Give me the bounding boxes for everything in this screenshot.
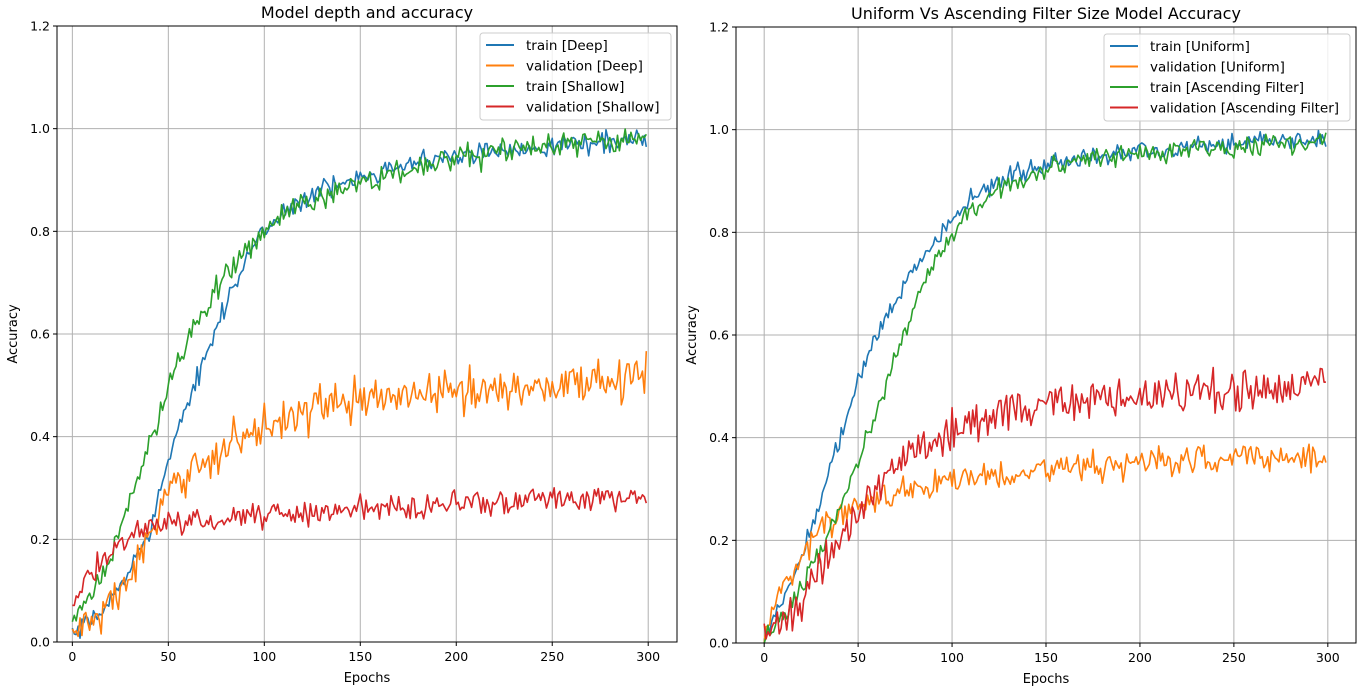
x-axis-label: Epochs: [1023, 672, 1070, 687]
legend-box: [1103, 33, 1351, 122]
y-tick-label: 0.6: [709, 328, 729, 343]
y-tick-label: 0.0: [30, 635, 50, 650]
series-line-1: [763, 129, 1327, 642]
series-line-3: [71, 128, 647, 623]
legend-label: train [Shallow]: [526, 79, 624, 95]
x-tick-label: 300: [636, 649, 660, 664]
y-tick-label: 0.2: [30, 532, 50, 547]
x-tick-label: 50: [160, 649, 176, 664]
series-line-2: [763, 443, 1327, 644]
y-tick-label: 1.0: [709, 122, 729, 137]
chart-panel-2: 0 50 100 150 200 250 300 0.0 0.2 0.4 0.6 0.8 1.0 1.2 U…: [685, 4, 1357, 687]
x-tick-label: 50: [850, 650, 866, 665]
x-tick-label: 200: [444, 649, 468, 664]
x-tick-label: 300: [1316, 650, 1340, 665]
legend: train [Deep] validation [Deep] train [Shal…: [479, 32, 672, 121]
chart-panel-1: 0 50 100 150 200 250 300 0.0 0.2 0.4 0.6 0.8 1.0 1.2 M…: [6, 3, 678, 686]
y-tick-label: 0.4: [30, 429, 50, 444]
x-tick-label: 100: [940, 650, 964, 665]
chart-title: Uniform Vs Ascending Filter Size Model A…: [851, 4, 1241, 23]
y-tick-label: 1.0: [30, 121, 50, 136]
x-tick-label: 0: [68, 649, 76, 664]
y-axis-label: Accuracy: [685, 305, 700, 365]
x-tick-label: 100: [252, 649, 276, 664]
series-line-4: [72, 487, 648, 607]
legend-label: validation [Deep]: [526, 59, 643, 75]
legend-label: train [Uniform]: [1150, 39, 1250, 55]
x-tick-label: 150: [1034, 650, 1058, 665]
y-tick-label: 0.8: [709, 225, 729, 240]
y-tick-label: 0.4: [709, 430, 729, 445]
y-axis-label: Accuracy: [6, 304, 21, 364]
legend-label: validation [Shallow]: [526, 100, 660, 116]
y-tick-label: 1.2: [30, 19, 50, 34]
y-tick-label: 0.8: [30, 224, 50, 239]
y-tick-label: 0.0: [709, 636, 729, 651]
legend-label: validation [Ascending Filter]: [1150, 101, 1339, 117]
y-tick-label: 0.6: [30, 327, 50, 342]
x-tick-label: 250: [1222, 650, 1246, 665]
series-line-2: [71, 351, 648, 638]
series-line-4: [763, 366, 1326, 640]
chart-title: Model depth and accuracy: [261, 3, 473, 22]
y-tick-label: 0.2: [709, 533, 729, 548]
legend-label: train [Deep]: [526, 38, 608, 54]
x-tick-label: 250: [540, 649, 564, 664]
x-axis-label: Epochs: [344, 671, 391, 686]
y-tick-label: 1.2: [709, 20, 729, 35]
legend-box: [479, 32, 672, 121]
legend-label: validation [Uniform]: [1150, 60, 1285, 76]
x-tick-label: 0: [760, 650, 768, 665]
x-tick-label: 150: [348, 649, 372, 664]
legend: train [Uniform] validation [Uniform] train…: [1103, 33, 1351, 122]
series-line-3: [763, 132, 1327, 644]
x-tick-label: 200: [1128, 650, 1152, 665]
legend-label: train [Ascending Filter]: [1150, 80, 1304, 96]
